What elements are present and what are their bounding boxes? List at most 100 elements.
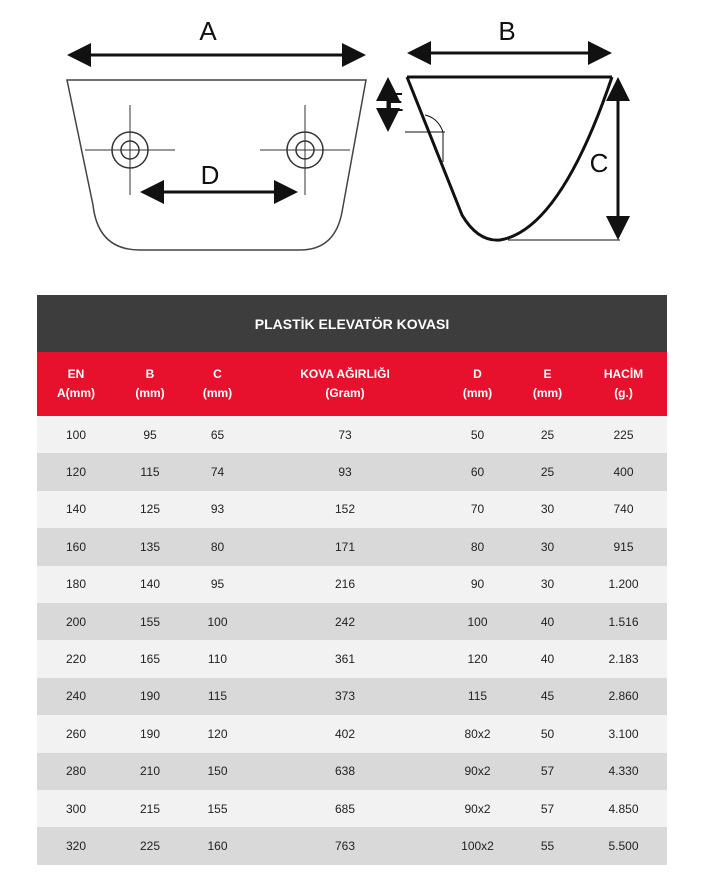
table-row: 260 190 120 402 80x2 50 3.100: [37, 715, 668, 753]
table-cell: 140: [37, 490, 115, 529]
table-cell: 215: [115, 789, 185, 828]
table-row: 120 115 74 93 60 25 400: [37, 453, 668, 491]
table-cell: 40: [515, 640, 580, 678]
table-cell: 280: [37, 752, 115, 790]
spec-table: PLASTİK ELEVATÖR KOVASI EN A(mm) B (mm) C (mm…: [37, 295, 668, 865]
front-view: [66, 79, 367, 251]
header-row: EN A(mm) B (mm) C (mm) KOVA AĞIRLIĞI (Gram) D (mm…: [37, 352, 668, 416]
table-cell: 115: [440, 677, 515, 716]
table-cell: 120: [37, 453, 115, 491]
table-cell: 80x2: [440, 715, 515, 753]
header-line: A(mm): [57, 386, 95, 400]
table-cell: 190: [115, 677, 185, 716]
table-cell: 95: [115, 416, 185, 454]
table-row: 240 190 115 373 115 45 2.860: [37, 677, 668, 716]
table-cell: 3.100: [580, 715, 668, 753]
header-line: (Gram): [325, 386, 365, 400]
table-cell: 240: [37, 677, 115, 716]
table-cell: 80: [440, 528, 515, 566]
table-cell: 50: [515, 715, 580, 753]
table-cell: 260: [37, 715, 115, 753]
table-row: 220 165 110 361 120 40 2.183: [37, 640, 668, 678]
column-header: B (mm): [115, 352, 185, 416]
table-cell: 100: [185, 602, 250, 641]
table-cell: 50: [440, 416, 515, 454]
header-line: (mm): [202, 386, 233, 400]
table-cell: 220: [37, 640, 115, 678]
dimension-label: E: [386, 87, 403, 117]
header-line: (mm): [532, 386, 563, 400]
table-cell: 73: [250, 416, 440, 454]
table-cell: 160: [185, 827, 250, 865]
table-cell: 200: [37, 602, 115, 641]
table-cell: 685: [250, 789, 440, 828]
column-header: EN A(mm): [37, 352, 115, 416]
table-cell: 190: [115, 715, 185, 753]
table-cell: 25: [515, 453, 580, 491]
table-cell: 93: [250, 453, 440, 491]
table-cell: 100: [37, 416, 115, 454]
table-cell: 210: [115, 752, 185, 790]
table-title: PLASTİK ELEVATÖR KOVASI: [37, 295, 668, 352]
table-cell: 55: [515, 827, 580, 865]
table-cell: 70: [440, 490, 515, 529]
table-cell: 300: [37, 789, 115, 828]
table-cell: 125: [115, 490, 185, 529]
table-cell: 74: [185, 453, 250, 491]
table-cell: 120: [185, 715, 250, 753]
column-header: HACİM (g.): [580, 352, 668, 416]
table-row: 140 125 93 152 70 30 740: [37, 490, 668, 529]
table-cell: 152: [250, 490, 440, 529]
header-line: KOVA AĞIRLIĞI: [300, 367, 390, 381]
header-line: HACİM: [603, 367, 644, 381]
header-line: B: [145, 367, 155, 381]
table-cell: 225: [115, 827, 185, 865]
column-header: E (mm): [515, 352, 580, 416]
table-row: 280 210 150 638 90x2 57 4.330: [37, 752, 668, 790]
table-cell: 225: [580, 416, 668, 454]
table-cell: 135: [115, 528, 185, 566]
table-cell: 400: [580, 453, 668, 491]
header-line: E: [543, 367, 552, 381]
table-cell: 45: [515, 677, 580, 716]
table-cell: 763: [250, 827, 440, 865]
table-cell: 90x2: [440, 789, 515, 828]
table-cell: 1.200: [580, 565, 668, 603]
table-cell: 155: [115, 602, 185, 641]
column-header: C (mm): [185, 352, 250, 416]
table-cell: 100: [440, 602, 515, 641]
dimension-label: A: [199, 16, 217, 46]
table-cell: 180: [37, 565, 115, 603]
header-line: EN: [67, 367, 85, 381]
table-cell: 80: [185, 528, 250, 566]
table-cell: 93: [185, 490, 250, 529]
table-cell: 638: [250, 752, 440, 790]
table-cell: 30: [515, 528, 580, 566]
table-cell: 57: [515, 789, 580, 828]
table-cell: 100x2: [440, 827, 515, 865]
table-cell: 90x2: [440, 752, 515, 790]
header-line: (mm): [135, 386, 165, 400]
header-line: C: [213, 367, 222, 381]
dimension-label: C: [590, 148, 609, 178]
table-cell: 140: [115, 565, 185, 603]
table-cell: 65: [185, 416, 250, 454]
table-cell: 155: [185, 789, 250, 828]
table-cell: 30: [515, 565, 580, 603]
table-cell: 361: [250, 640, 440, 678]
table-cell: 2.183: [580, 640, 668, 678]
table-cell: 115: [185, 677, 250, 716]
table-cell: 4.850: [580, 789, 668, 828]
table-row: 100 95 65 73 50 25 225: [37, 416, 668, 454]
table-cell: 2.860: [580, 677, 668, 716]
table-cell: 915: [580, 528, 668, 566]
table-cell: 90: [440, 565, 515, 603]
side-view: [405, 75, 620, 242]
table-cell: 1.516: [580, 602, 668, 641]
table-cell: 402: [250, 715, 440, 753]
table-row: 160 135 80 171 80 30 915: [37, 528, 668, 566]
table-cell: 4.330: [580, 752, 668, 790]
table-row: 200 155 100 242 100 40 1.516: [37, 602, 668, 641]
table-cell: 57: [515, 752, 580, 790]
